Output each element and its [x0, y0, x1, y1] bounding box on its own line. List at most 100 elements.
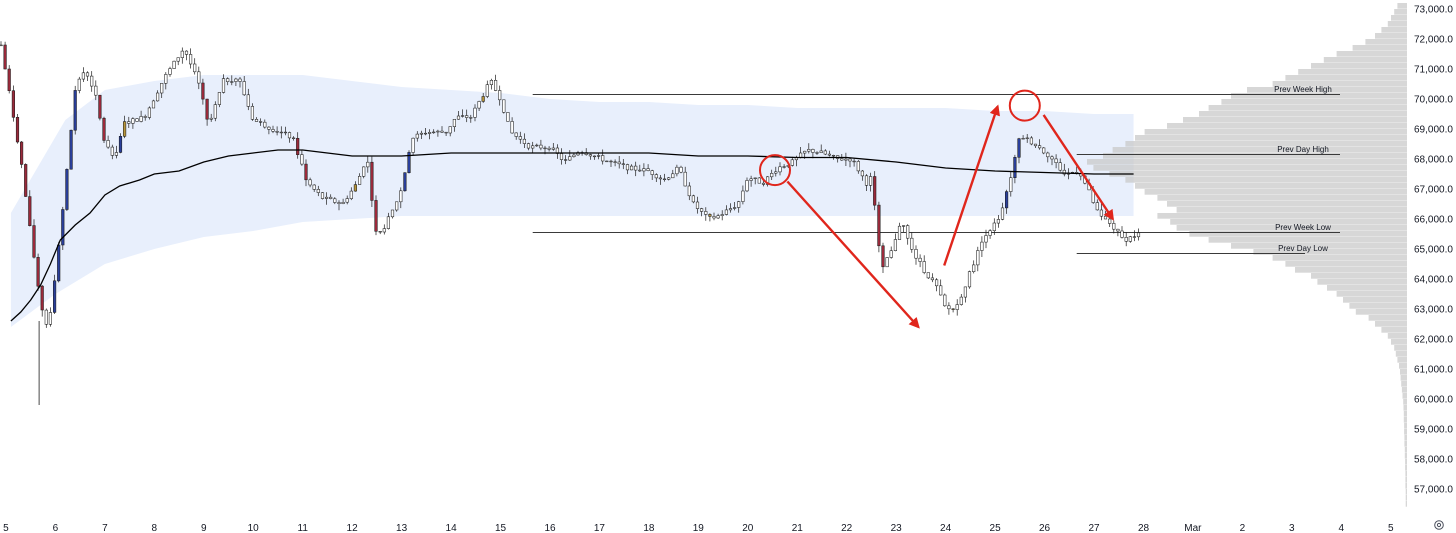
- candle-body: [1128, 236, 1132, 242]
- candle-body: [819, 150, 823, 153]
- candle: [972, 260, 976, 274]
- candle: [176, 57, 180, 66]
- candle-body: [77, 78, 81, 91]
- volume-profile-bar: [1403, 405, 1407, 411]
- candle: [642, 163, 646, 177]
- time-tick-label: 3: [1289, 523, 1295, 533]
- candle-body: [176, 57, 180, 62]
- candle-body: [209, 117, 213, 120]
- volume-profile-bar: [1170, 219, 1407, 225]
- candle-body: [844, 158, 848, 161]
- candle-body: [292, 137, 296, 139]
- volume-profile-bar: [1231, 243, 1407, 249]
- candle-body: [436, 130, 440, 133]
- candle: [502, 99, 506, 114]
- candle: [36, 253, 40, 291]
- candle-body: [164, 74, 168, 84]
- candle: [440, 126, 444, 133]
- settings-button[interactable]: [1433, 519, 1445, 531]
- candle: [687, 182, 691, 201]
- candle-body: [333, 198, 337, 203]
- volume-profile-bar: [1311, 63, 1407, 69]
- candle: [489, 78, 493, 90]
- candle: [114, 145, 118, 159]
- candle-body: [930, 277, 934, 281]
- candle-body: [263, 121, 267, 128]
- candle-body: [873, 176, 877, 206]
- candle-body: [967, 271, 972, 288]
- volume-profile-bar: [1298, 69, 1407, 75]
- candle: [766, 176, 770, 187]
- candle: [774, 166, 778, 177]
- candle: [287, 131, 292, 143]
- candle-body: [992, 222, 996, 231]
- candle-body: [143, 116, 147, 118]
- candle-body: [1009, 177, 1013, 192]
- volume-profile-bar: [1167, 123, 1407, 129]
- candle: [127, 116, 131, 128]
- volume-profile-bar: [1247, 87, 1407, 93]
- candle-body: [951, 308, 955, 310]
- candle-body: [254, 119, 259, 122]
- candle-body: [1021, 138, 1025, 140]
- candle: [485, 80, 489, 99]
- volume-profile-bar: [1295, 267, 1407, 273]
- candle-body: [358, 176, 362, 185]
- vwap-line: [10, 149, 1134, 322]
- candle-body: [53, 280, 57, 313]
- candle-body: [980, 241, 984, 251]
- candle: [864, 174, 869, 191]
- candle: [922, 255, 926, 275]
- candle: [918, 254, 922, 268]
- annotation-arrow: [1042, 114, 1114, 221]
- candle-body: [972, 264, 976, 272]
- candle-body: [939, 285, 943, 296]
- candle-body: [774, 171, 778, 174]
- volume-profile-bar: [1311, 273, 1407, 279]
- candle: [98, 94, 102, 121]
- candle: [1009, 171, 1013, 197]
- volume-profile-bar: [1368, 315, 1407, 321]
- candle: [741, 185, 745, 205]
- candle-body: [7, 68, 11, 91]
- candle-body: [242, 81, 246, 96]
- candle: [506, 112, 510, 122]
- candle-body: [300, 154, 304, 165]
- candle-body: [502, 99, 506, 113]
- candle: [1112, 220, 1116, 234]
- candle: [634, 161, 638, 177]
- candle-body: [147, 107, 151, 118]
- candle-body: [770, 173, 774, 178]
- candle-body: [469, 117, 473, 119]
- volume-profile-bar: [1253, 249, 1407, 255]
- candle: [1021, 135, 1025, 140]
- candle: [897, 222, 902, 240]
- candle-body: [1124, 237, 1128, 242]
- candle: [815, 151, 819, 155]
- candle: [32, 219, 36, 259]
- candle: [848, 158, 852, 168]
- price-tick-label: 61,000.0: [1414, 365, 1453, 376]
- candle: [539, 139, 543, 151]
- candle-body: [753, 177, 757, 179]
- candle-body: [588, 154, 592, 157]
- candle: [980, 236, 984, 257]
- candle: [510, 117, 514, 134]
- volume-profile-bar: [1375, 321, 1407, 327]
- candle-body: [432, 131, 436, 134]
- price-tick-label: 57,000.0: [1414, 485, 1453, 496]
- candle: [28, 190, 32, 227]
- candle: [106, 135, 110, 149]
- candle: [283, 126, 287, 136]
- level-label: Prev Week Low: [1275, 223, 1331, 232]
- candle: [996, 215, 1000, 228]
- candle: [378, 231, 382, 235]
- candle: [349, 187, 353, 201]
- candle: [230, 75, 234, 86]
- candle: [967, 270, 972, 289]
- candle: [807, 143, 811, 154]
- candle: [48, 307, 52, 327]
- candle-body: [724, 209, 728, 215]
